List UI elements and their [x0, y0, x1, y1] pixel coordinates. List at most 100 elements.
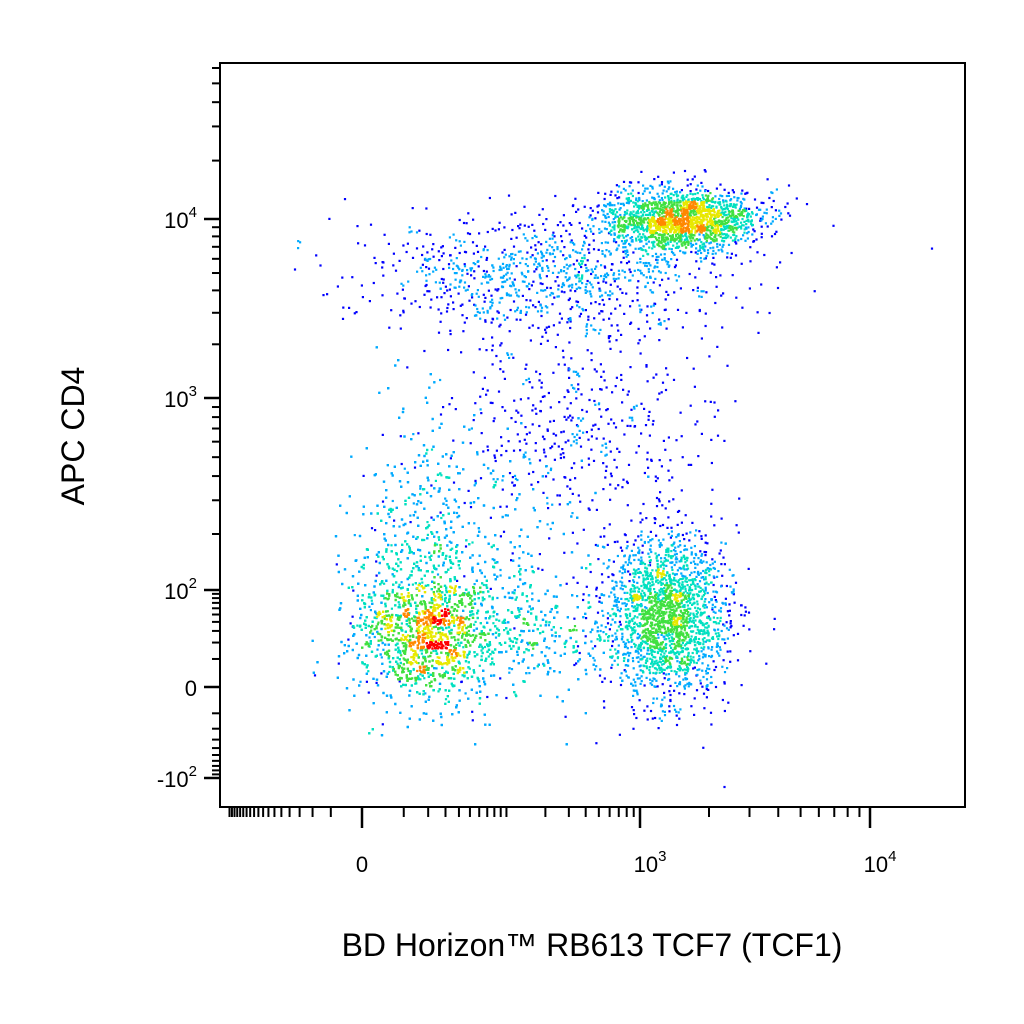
event-dot: [381, 555, 384, 559]
event-dot: [322, 294, 325, 297]
event-dot: [719, 194, 722, 197]
event-dot: [669, 693, 672, 697]
event-dot: [391, 591, 394, 594]
event-dot: [602, 280, 605, 283]
event-dot: [468, 652, 471, 655]
event-dot: [724, 597, 727, 600]
event-dot: [476, 676, 479, 680]
event-dot: [523, 280, 526, 283]
event-dot: [635, 649, 638, 652]
event-dot: [601, 680, 604, 683]
event-dot: [627, 570, 630, 573]
event-dot: [538, 373, 542, 376]
event-dot: [388, 660, 392, 664]
event-dot: [517, 411, 520, 414]
event-dot: [579, 263, 582, 267]
event-dot: [454, 278, 457, 281]
event-dot: [534, 449, 537, 452]
event-dot: [411, 256, 415, 259]
event-dot: [623, 242, 626, 245]
event-dot: [455, 257, 458, 260]
event-dot: [522, 453, 525, 456]
event-dot: [704, 589, 707, 592]
event-dot: [668, 710, 671, 713]
event-dot: [481, 582, 484, 585]
event-dot: [651, 187, 654, 190]
event-dot: [631, 419, 634, 422]
event-dot: [670, 669, 673, 672]
event-dot: [355, 311, 358, 314]
event-dot: [695, 613, 698, 616]
event-dot: [509, 460, 512, 463]
event-dot: [489, 307, 492, 310]
event-dot: [524, 451, 527, 454]
event-dot: [549, 610, 552, 613]
event-dot: [463, 265, 467, 268]
event-dot: [588, 398, 591, 402]
event-dot: [442, 281, 445, 284]
event-dot: [580, 259, 583, 263]
event-dot: [427, 672, 430, 675]
event-dot: [619, 207, 622, 210]
event-dot: [501, 515, 504, 519]
event-dot: [683, 568, 686, 571]
event-dot: [660, 181, 664, 184]
event-dot: [667, 665, 670, 668]
event-dot: [538, 264, 541, 267]
event-dot: [502, 276, 505, 279]
event-dot: [584, 263, 587, 267]
event-dot: [543, 637, 546, 640]
event-dot: [709, 711, 713, 714]
event-dot: [351, 276, 354, 279]
event-dot: [637, 247, 640, 250]
event-dot: [675, 673, 678, 676]
event-dot: [458, 699, 461, 702]
event-dot: [526, 264, 529, 268]
event-dot: [673, 253, 676, 256]
event-dot: [421, 263, 424, 266]
event-dot: [448, 488, 451, 491]
event-dot: [357, 242, 360, 245]
event-dot: [528, 381, 531, 384]
event-dot: [772, 199, 775, 203]
event-dot: [371, 632, 374, 635]
event-dot: [572, 440, 575, 443]
event-dot: [632, 727, 635, 730]
event-dot: [334, 535, 338, 538]
event-dot: [685, 672, 688, 675]
event-dot: [657, 636, 660, 639]
event-dot: [548, 237, 551, 240]
event-dot: [695, 689, 699, 692]
event-dot: [760, 225, 763, 228]
event-dot: [373, 616, 376, 619]
event-dot: [409, 670, 412, 673]
event-dot: [601, 209, 604, 212]
event-dot: [653, 178, 656, 181]
event-dot: [594, 403, 597, 406]
event-dot: [708, 667, 711, 671]
event-dot: [556, 611, 559, 614]
event-dot: [678, 675, 681, 678]
event-dot: [598, 303, 601, 306]
event-dot: [539, 342, 543, 345]
event-dot: [525, 311, 528, 314]
event-dot: [448, 288, 451, 291]
event-dot: [510, 417, 513, 420]
event-dot: [719, 619, 722, 622]
event-dot: [619, 546, 622, 549]
event-dot: [576, 425, 580, 428]
event-dot: [502, 370, 505, 373]
event-dot: [549, 527, 552, 531]
event-dot: [503, 595, 507, 599]
event-dot: [343, 652, 346, 655]
event-dot: [410, 438, 413, 441]
event-dot: [734, 240, 737, 244]
event-dot: [336, 285, 339, 288]
event-dot: [539, 304, 542, 307]
event-dot: [771, 220, 774, 223]
event-dot: [594, 491, 597, 495]
event-dot: [631, 632, 635, 635]
event-dot: [444, 497, 447, 500]
event-dot: [419, 493, 422, 496]
event-dot: [635, 239, 638, 242]
